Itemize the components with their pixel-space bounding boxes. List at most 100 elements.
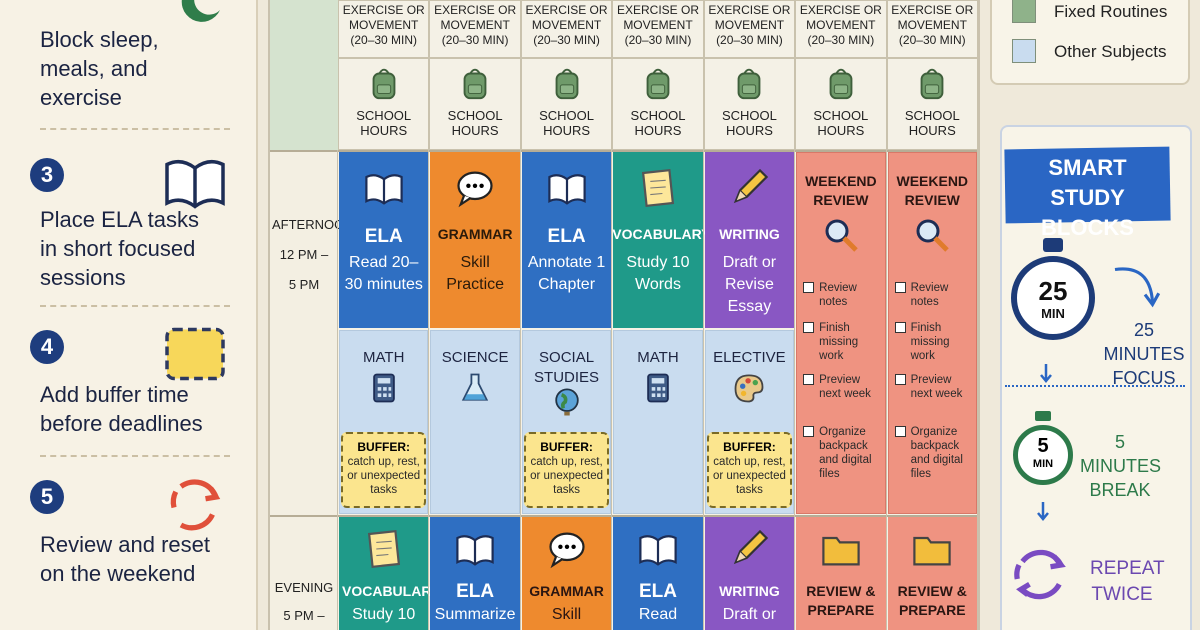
block-icon	[453, 527, 497, 571]
subject-icon-graphic	[372, 373, 395, 403]
step-icon-graphic	[170, 479, 221, 531]
check-text: Review notes	[819, 282, 857, 308]
block-icon	[362, 527, 406, 571]
exercise-text: EXERCISE OR MOVEMENT (20–30 MIN)	[708, 3, 791, 47]
evening-block	[887, 517, 977, 630]
school-text: SCHOOL HOURS	[904, 108, 960, 138]
block-icon-graphic	[734, 168, 769, 204]
time-label: 12 PM –	[279, 247, 329, 262]
school-text: SCHOOL HOURS	[813, 108, 869, 138]
block-text: Study 10 Words	[626, 254, 690, 293]
other-subject-cell	[430, 330, 520, 514]
column-line	[885, 150, 887, 630]
school-text: SCHOOL HOURS	[539, 108, 594, 138]
subject-name: MATH	[363, 349, 405, 366]
block-icon	[362, 166, 406, 210]
step-icon	[160, 319, 230, 389]
block-icon	[545, 527, 589, 571]
step-icon	[160, 469, 230, 539]
magnifier-icon	[821, 215, 861, 255]
magnifier-icon-graphic	[825, 219, 858, 252]
block-text: Annotate 1 Chapter	[527, 254, 606, 293]
break-timer	[1013, 425, 1073, 485]
exercise-text: EXERCISE OR MOVEMENT (20–30 MIN)	[342, 3, 425, 47]
repeat-icon-graphic	[1014, 549, 1066, 600]
school-text: SCHOOL HOURS	[630, 108, 686, 138]
weekend-cell	[796, 152, 886, 514]
legend-label: Fixed Routines	[1054, 2, 1168, 21]
other-subject-cell	[613, 330, 703, 514]
block-text: Skill Practice	[446, 254, 505, 293]
block-title: VOCABULARY	[342, 583, 441, 599]
time-label: 5 PM –	[283, 608, 325, 623]
backpack-icon-graphic	[920, 68, 944, 100]
check-box	[803, 426, 815, 437]
buffer-text: catch up, rest, or unexpected tasks	[530, 456, 603, 496]
school-text: SCHOOL HOURS	[721, 108, 777, 138]
arrow-down	[1036, 364, 1056, 384]
exercise-cell	[429, 0, 521, 58]
section-line	[270, 150, 978, 152]
exercise-text: EXERCISE OR MOVEMENT (20–30 MIN)	[616, 3, 699, 47]
subject-icon	[457, 370, 493, 406]
subject-icon	[549, 384, 585, 420]
buffer-box	[341, 432, 427, 508]
weekend-title: WEEKEND REVIEW	[805, 173, 877, 208]
subject-name: MATH	[637, 349, 679, 366]
block-icon	[727, 527, 771, 571]
block-title: VOCABULARY	[612, 226, 711, 242]
moon-icon-graphic	[181, 0, 220, 22]
step-text: Add buffer time before deadlines	[40, 382, 203, 436]
subject-icon	[640, 370, 676, 406]
block-title: REVIEW & PREPARE	[897, 583, 967, 618]
check-text: Finish missing work	[910, 322, 950, 362]
block-title: GRAMMAR	[529, 583, 604, 599]
check-text: Review notes	[910, 282, 949, 308]
exercise-text: EXERCISE OR MOVEMENT (20–30 MIN)	[434, 3, 517, 47]
backpack-icon	[365, 64, 403, 102]
backpack-icon-graphic	[738, 68, 761, 100]
label-column	[270, 150, 338, 630]
block-text: Study 10	[352, 606, 416, 623]
timer-number: 25	[1038, 276, 1068, 306]
column-line	[702, 150, 704, 630]
backpack-icon-graphic	[555, 68, 578, 100]
time-label: EVENING	[274, 580, 334, 595]
moon-icon	[175, 0, 225, 25]
step-icon-graphic	[165, 159, 225, 209]
backpack-icon-graphic	[646, 68, 670, 100]
backpack-icon-graphic	[463, 68, 487, 100]
subject-icon-graphic	[461, 373, 489, 401]
exercise-cell	[520, 0, 613, 58]
backpack-icon	[730, 64, 768, 102]
evening-block	[430, 517, 520, 630]
block-icon	[910, 527, 954, 571]
timer-knob	[1035, 411, 1051, 421]
step-icon-graphic	[165, 327, 225, 381]
steps-panel	[0, 0, 258, 630]
buffer-text: catch up, rest, or unexpected tasks	[712, 456, 786, 496]
time-label: 5 PM	[288, 277, 320, 292]
step-text: Review and reset on the weekend	[40, 532, 210, 586]
divider	[40, 128, 230, 130]
buffer-box	[706, 432, 793, 508]
buffer-title: BUFFER:	[723, 440, 776, 454]
buffer-title: BUFFER:	[540, 440, 593, 454]
block-icon-graphic	[734, 529, 769, 565]
block-icon-graphic	[639, 535, 677, 566]
timer-number: 5	[1037, 435, 1049, 457]
backpack-icon	[913, 64, 951, 102]
column-line	[428, 150, 430, 630]
subject-name: SOCIAL STUDIES	[534, 349, 600, 386]
exercise-text: EXERCISE OR MOVEMENT (20–30 MIN)	[525, 3, 608, 47]
block-icon-graphic	[456, 535, 494, 566]
block-text: Draft or Revise Essay	[722, 254, 777, 315]
subject-icon-graphic	[735, 374, 764, 403]
check-text: Finish missing work	[819, 322, 859, 362]
arrow-icon-graphic	[1114, 267, 1161, 308]
block-icon-graphic	[457, 171, 493, 208]
column-line	[794, 150, 796, 630]
timer-unit: MIN	[1032, 458, 1054, 470]
check-box	[894, 282, 906, 293]
block-title: WRITING	[719, 583, 780, 599]
